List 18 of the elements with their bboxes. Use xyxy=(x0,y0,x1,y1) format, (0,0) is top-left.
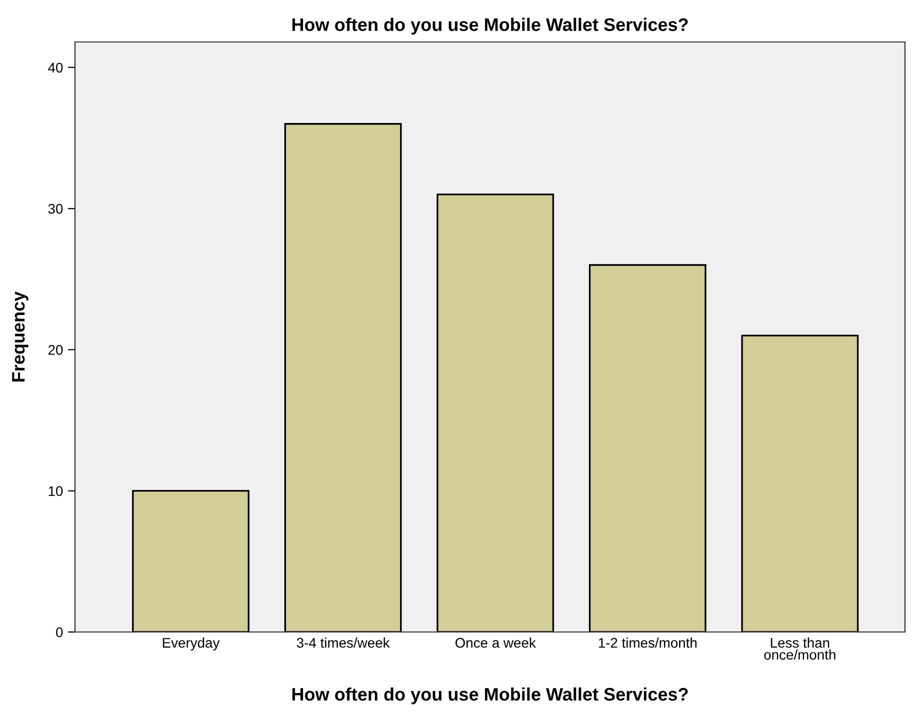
y-axis-title: Frequency xyxy=(12,291,28,382)
bar xyxy=(132,490,250,632)
x-tick-label: Less than once/month xyxy=(764,638,836,660)
y-tick-label: 40 xyxy=(48,62,63,73)
y-tick-label: 30 xyxy=(48,204,63,214)
x-tick-label: 1-2 times/month xyxy=(598,638,697,648)
y-tick-label: 0 xyxy=(56,627,63,638)
x-axis-title: How often do you use Mobile Wallet Services? xyxy=(292,687,688,704)
bar xyxy=(588,264,706,632)
chart-title: How often do you use Mobile Wallet Services? xyxy=(292,18,688,35)
bar xyxy=(284,123,402,632)
x-tick-label: 3-4 times/week xyxy=(296,638,390,648)
bar xyxy=(436,194,554,632)
x-tick-label: Everyday xyxy=(162,638,220,651)
y-tick-label: 10 xyxy=(48,486,63,496)
y-tick-label: 20 xyxy=(48,345,63,355)
bar xyxy=(741,334,859,632)
x-tick-label: Once a week xyxy=(455,638,536,648)
